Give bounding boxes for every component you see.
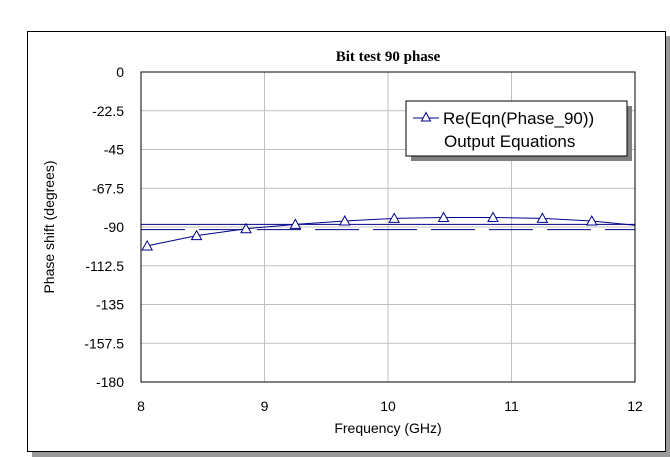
series-layer	[141, 211, 635, 251]
y-tick-label: -180	[96, 374, 124, 390]
data-point-triangle	[487, 211, 499, 223]
x-tick-label: 12	[627, 398, 643, 414]
y-tick-label: -90	[104, 219, 124, 235]
chart-title: Bit test 90 phase	[336, 49, 441, 65]
legend-triangle-marker	[420, 111, 432, 122]
y-tick-label: -112.5	[85, 258, 124, 274]
y-tick-label: 0	[116, 64, 124, 80]
data-point-triangle	[585, 214, 598, 226]
y-tick-labels: 0 -22.5 -45 -67.5 -90 -112.5 -135 -157.5 -180	[84, 64, 124, 390]
reference-lines	[141, 223, 635, 231]
x-axis-label: Frequency (GHz)	[334, 420, 441, 436]
data-point-triangle	[388, 212, 401, 223]
data-point-triangle	[536, 212, 549, 223]
data-point-triangle	[437, 211, 450, 223]
x-tick-labels: 8 9 10 11 12	[137, 398, 643, 414]
y-tick-label: -157.5	[84, 335, 124, 351]
legend-entry-series: Re(Eqn(Phase_90))	[443, 109, 594, 128]
y-tick-label: -45	[104, 142, 124, 158]
data-point-triangle	[141, 239, 154, 251]
x-tick-label: 11	[504, 398, 519, 414]
plot-border	[140, 71, 636, 383]
data-point-triangle	[338, 214, 351, 226]
legend-entry-source: Output Equations	[444, 132, 575, 151]
y-tick-label: -22.5	[92, 103, 124, 119]
data-point-triangle	[289, 218, 302, 229]
y-axis-label: Phase shift (degrees)	[41, 160, 57, 293]
y-tick-label: -135	[96, 297, 124, 313]
x-tick-label: 10	[380, 398, 396, 414]
legend: Re(Eqn(Phase_90)) Output Equations	[405, 100, 632, 161]
data-point-triangle	[190, 229, 203, 241]
y-tick-label: -67.5	[92, 180, 124, 196]
x-tick-label: 9	[261, 398, 269, 414]
x-tick-label: 8	[137, 398, 145, 414]
legend-box	[405, 100, 628, 157]
data-point-triangle	[240, 222, 252, 234]
